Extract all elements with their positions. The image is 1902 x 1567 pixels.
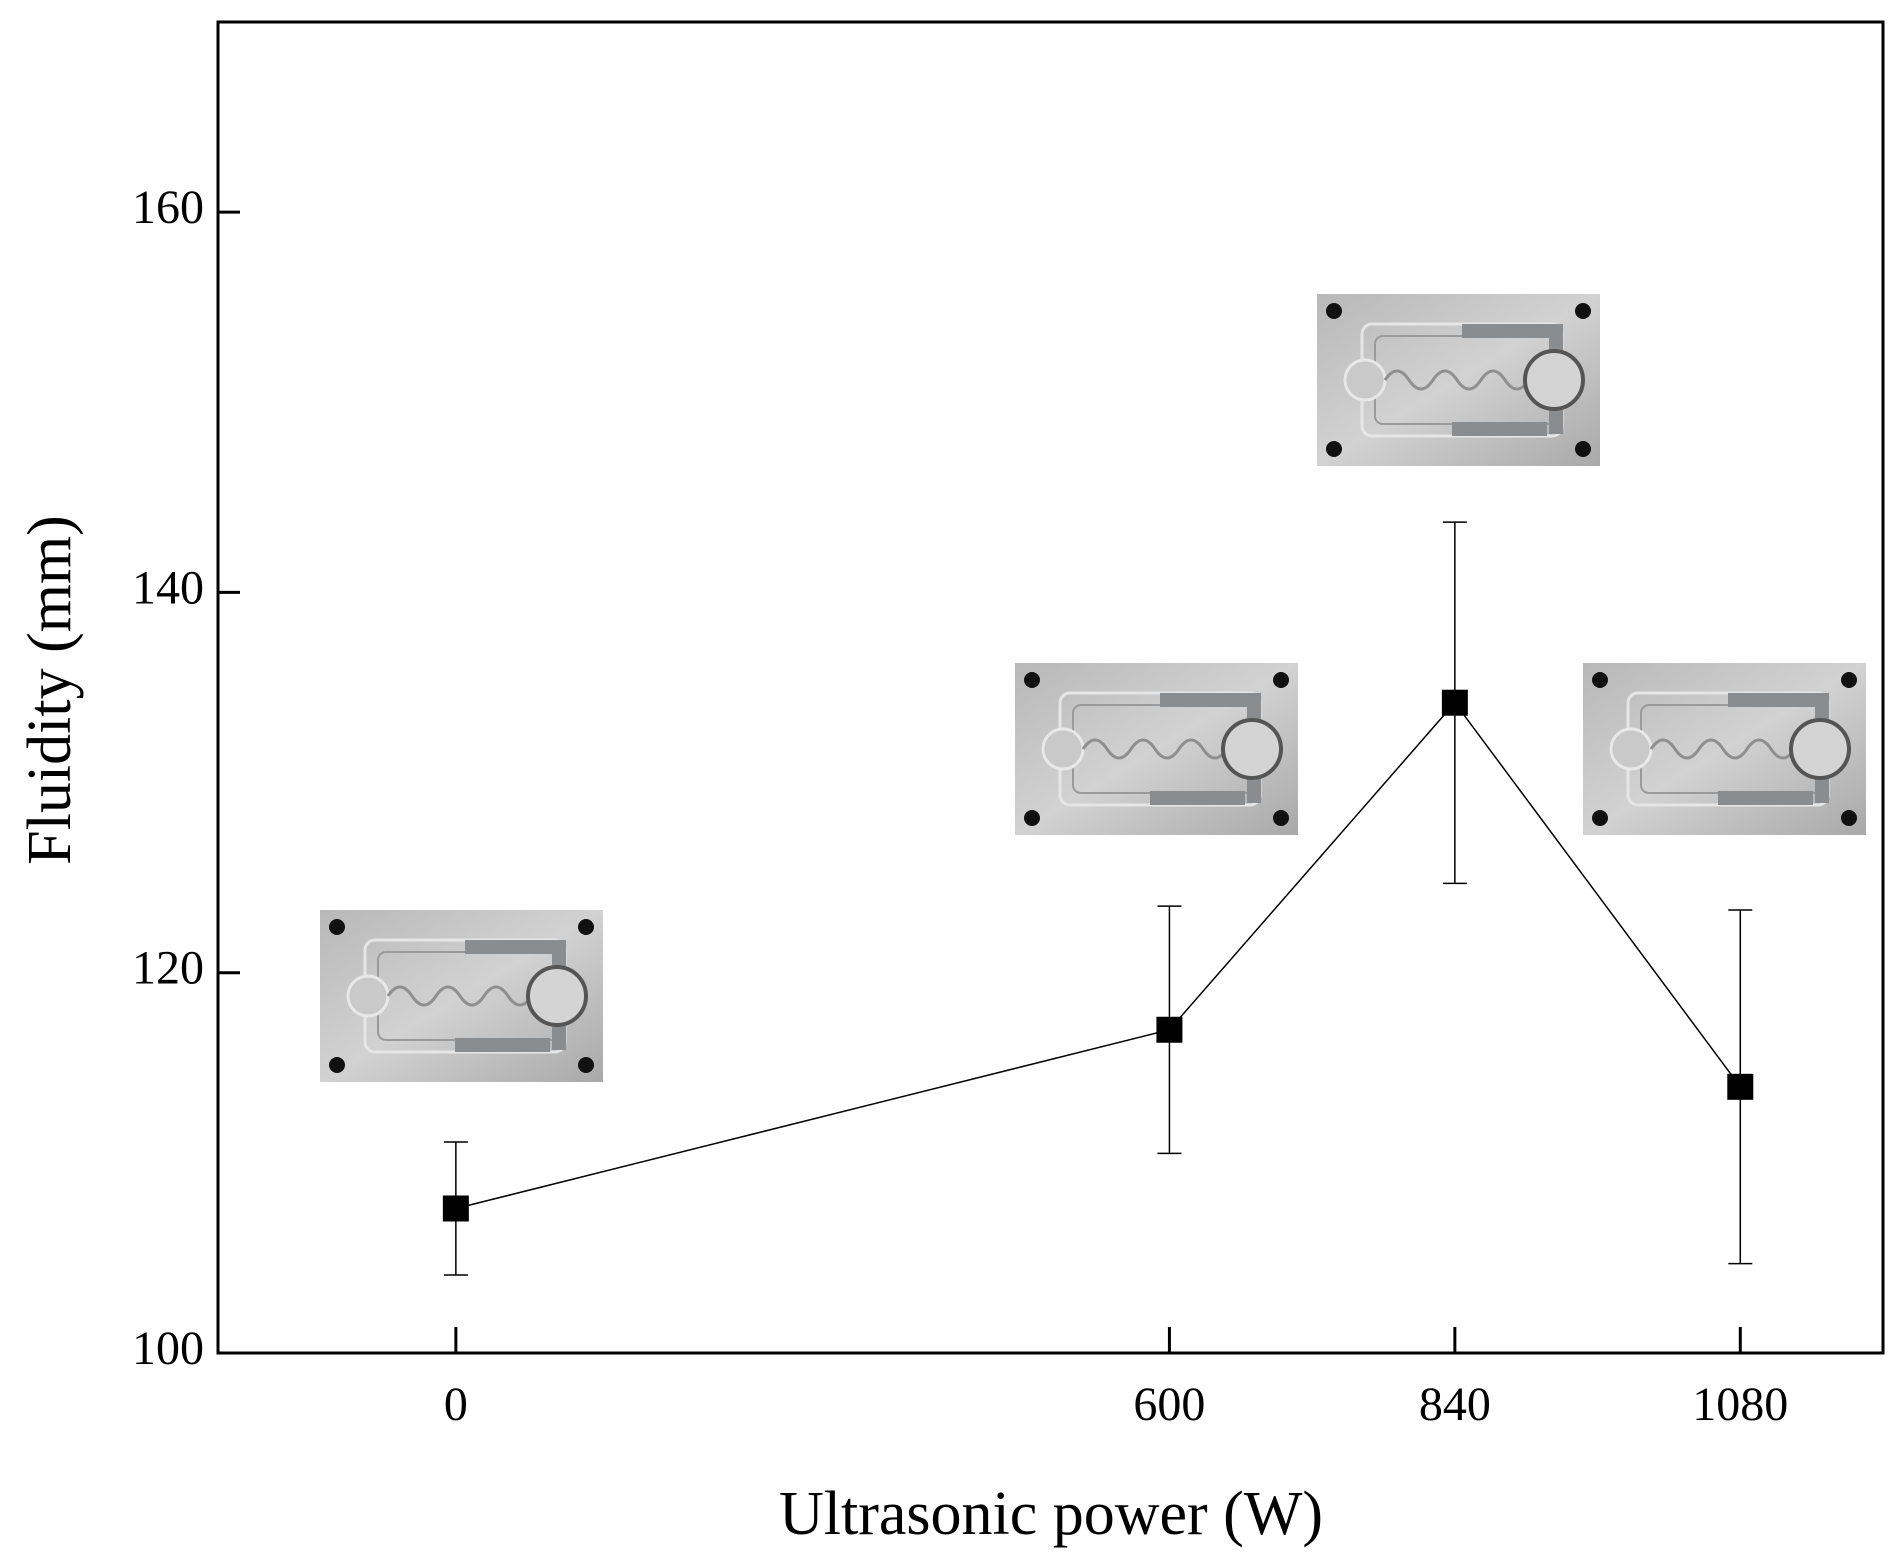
inset-photo (1015, 663, 1298, 835)
metal-bar (1150, 791, 1245, 805)
data-line (455, 701, 1741, 1210)
inset-photo (320, 910, 603, 1082)
hole (1575, 441, 1591, 457)
spiral (1081, 738, 1229, 760)
hole (1841, 810, 1857, 826)
metal-bar (465, 940, 565, 954)
pour-cup (1609, 727, 1653, 771)
y-tick-label: 120 (132, 942, 204, 995)
sprue (1789, 718, 1851, 780)
spiral (1383, 369, 1531, 391)
hole (1326, 441, 1342, 457)
hole (1024, 672, 1040, 688)
x-tick-label: 0 (444, 1378, 468, 1431)
metal-bar (455, 1038, 550, 1052)
pour-cup (346, 974, 390, 1018)
x-tick-label: 840 (1419, 1378, 1491, 1431)
marker (1441, 689, 1468, 716)
hole (1575, 303, 1591, 319)
spiral (1649, 738, 1797, 760)
marker (1727, 1073, 1754, 1100)
metal-bar (1728, 693, 1828, 707)
inset-photo (1583, 663, 1866, 835)
pour-cup (1041, 727, 1085, 771)
x-axis-title: Ultrasonic power (W) (779, 1480, 1323, 1548)
hole (1273, 672, 1289, 688)
hole (329, 1057, 345, 1073)
hole (1592, 810, 1608, 826)
marker (1156, 1016, 1183, 1043)
marker (442, 1195, 469, 1222)
y-axis-title: Fluidity (mm) (16, 515, 84, 865)
sprue (526, 965, 588, 1027)
spiral (386, 985, 534, 1007)
hole (578, 919, 594, 935)
hole (578, 1057, 594, 1073)
metal-bar (1452, 422, 1547, 436)
inset-photo (1317, 294, 1600, 466)
y-tick-label: 100 (132, 1322, 204, 1375)
hole (1326, 303, 1342, 319)
hole (1024, 810, 1040, 826)
metal-bar (1462, 324, 1562, 338)
metal-bar (1718, 791, 1813, 805)
plot-frame (216, 20, 1885, 1355)
hole (329, 919, 345, 935)
sprue (1221, 718, 1283, 780)
x-tick-label: 600 (1133, 1378, 1205, 1431)
y-tick-label: 160 (132, 181, 204, 234)
pour-cup (1343, 358, 1387, 402)
y-tick-label: 140 (132, 561, 204, 614)
x-tick-label: 1080 (1692, 1378, 1788, 1431)
metal-bar (1160, 693, 1260, 707)
hole (1592, 672, 1608, 688)
hole (1841, 672, 1857, 688)
sprue (1523, 349, 1585, 411)
hole (1273, 810, 1289, 826)
